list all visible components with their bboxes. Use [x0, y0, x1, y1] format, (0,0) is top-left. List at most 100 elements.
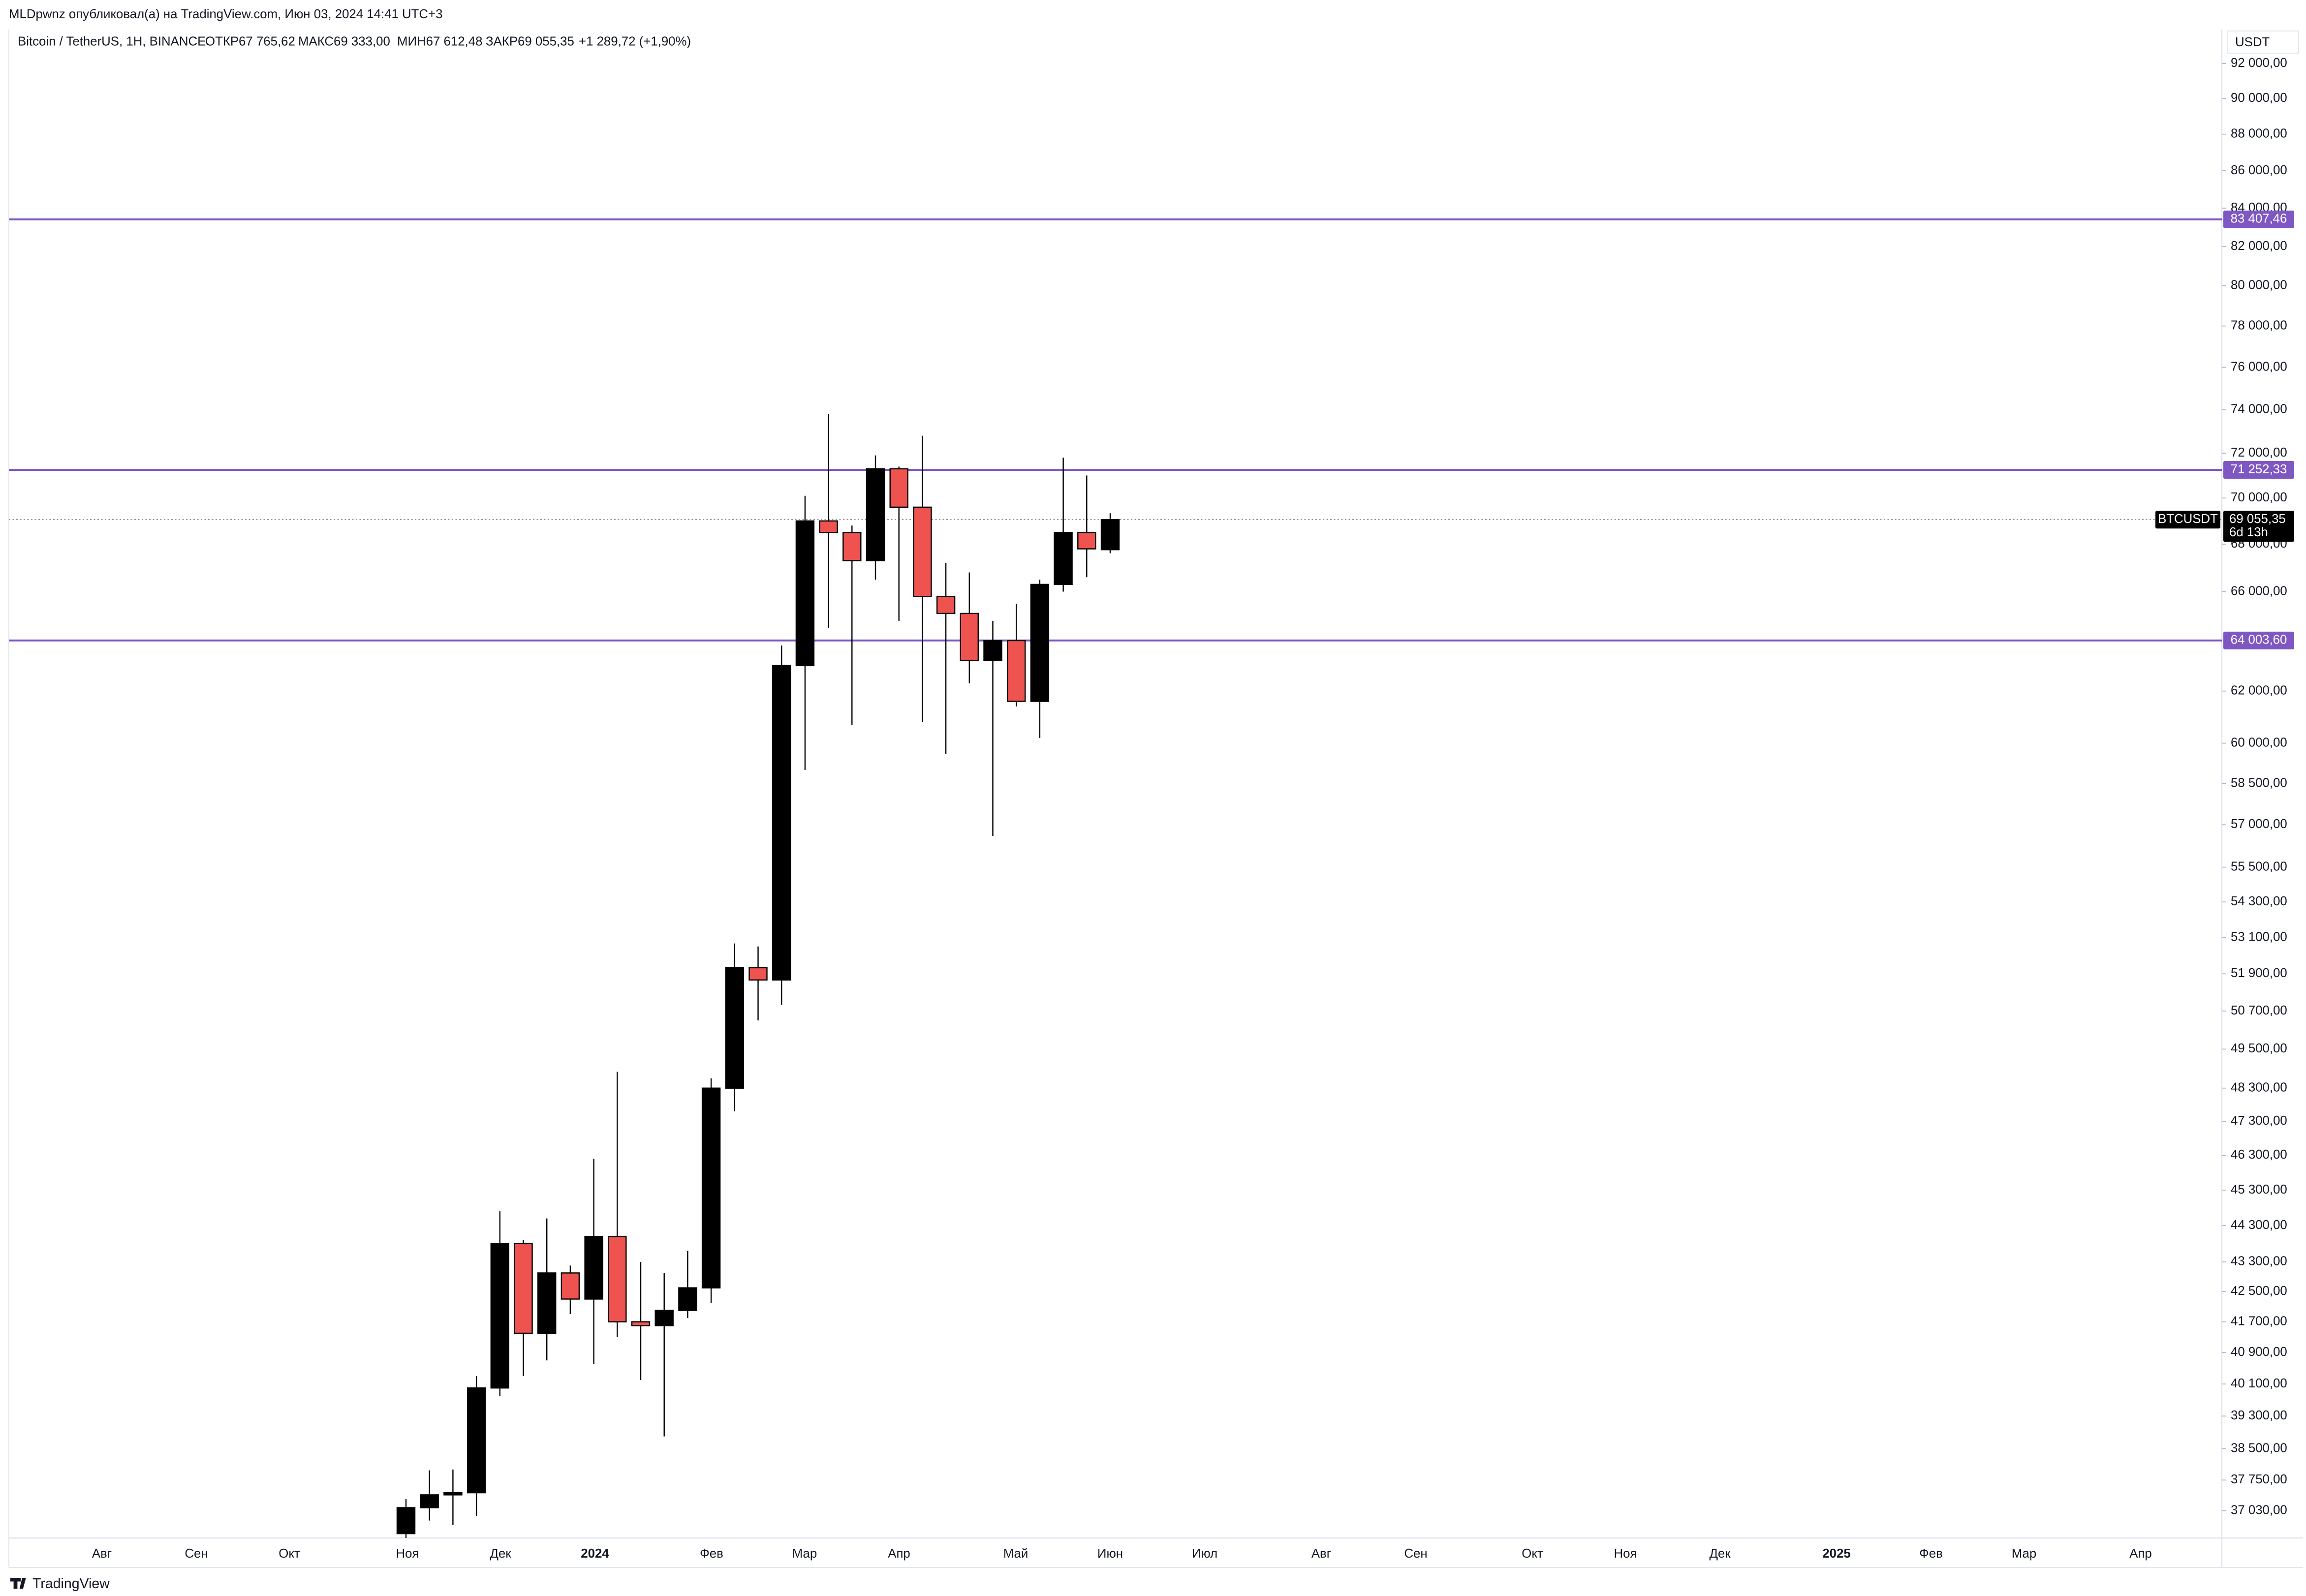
- level-label: 64 003,60: [2231, 633, 2287, 647]
- candle-body: [396, 1507, 416, 1535]
- x-tick-label: Апр: [888, 1547, 910, 1561]
- y-tick-label: 58 500,00: [2231, 776, 2287, 790]
- y-tick-label: 90 000,00: [2231, 91, 2287, 105]
- x-tick-label: Ноя: [1614, 1547, 1637, 1561]
- candle-body: [654, 1310, 674, 1326]
- x-tick-label: Сен: [185, 1547, 208, 1561]
- y-tick-label: 44 300,00: [2231, 1218, 2287, 1232]
- x-tick-label: Июл: [1192, 1547, 1217, 1561]
- y-tick-label: 38 500,00: [2231, 1442, 2287, 1455]
- level-label-bg: [2223, 631, 2294, 649]
- y-tick-label: 41 700,00: [2231, 1314, 2287, 1328]
- candle-body: [725, 967, 745, 1089]
- x-tick-label: Мар: [2012, 1547, 2036, 1561]
- y-tick-label: 39 300,00: [2231, 1409, 2287, 1422]
- y-tick-label: 82 000,00: [2231, 239, 2287, 253]
- candle-body: [420, 1494, 439, 1508]
- y-tick-label: 86 000,00: [2231, 163, 2287, 177]
- x-tick-label: Авг: [92, 1547, 112, 1561]
- candle-body: [490, 1243, 510, 1389]
- candle-body: [889, 468, 908, 508]
- y-tick-label: 40 900,00: [2231, 1345, 2287, 1359]
- candle-body: [936, 596, 956, 614]
- y-tick-label: 78 000,00: [2231, 318, 2287, 332]
- candle-body: [584, 1235, 603, 1300]
- y-tick-label: 45 300,00: [2231, 1183, 2287, 1197]
- candle-body: [631, 1321, 651, 1326]
- candle-body: [983, 640, 1002, 661]
- candle-body: [842, 532, 862, 561]
- candle-body: [1077, 532, 1096, 550]
- last-price-label-bg: [2223, 511, 2294, 542]
- y-tick-label: 80 000,00: [2231, 278, 2287, 292]
- candle-body: [608, 1235, 627, 1322]
- y-tick-label: 49 500,00: [2231, 1042, 2287, 1055]
- x-tick-label: Май: [1003, 1547, 1028, 1561]
- candle-body: [819, 520, 838, 533]
- symbol-label-bg: [2155, 511, 2220, 529]
- y-tick-label: 48 300,00: [2231, 1081, 2287, 1095]
- level-label-bg: [2223, 210, 2294, 228]
- y-tick-label: 54 300,00: [2231, 894, 2287, 908]
- published: MLDpwnz опубликовал(а) на TradingView.co…: [9, 7, 442, 21]
- x-tick-label: Окт: [1522, 1547, 1543, 1561]
- y-tick-label: 37 030,00: [2231, 1503, 2287, 1517]
- currency: USDT: [2235, 35, 2270, 49]
- x-tick-label: 2024: [581, 1547, 609, 1561]
- y-tick-label: 57 000,00: [2231, 817, 2287, 831]
- footer-logo: [10, 1578, 26, 1589]
- footer: TradingView: [32, 1576, 110, 1592]
- currency-box: [2227, 31, 2299, 54]
- last-price-label: 69 055,35: [2229, 512, 2286, 526]
- candle-body: [1030, 583, 1050, 702]
- ohlc-value: ОТКР67 765,62: [205, 34, 295, 48]
- y-tick-label: 37 750,00: [2231, 1473, 2287, 1486]
- candle-body: [467, 1387, 486, 1494]
- x-tick-label: Апр: [2129, 1547, 2152, 1561]
- y-tick-label: 42 500,00: [2231, 1284, 2287, 1298]
- candle-body: [537, 1272, 557, 1334]
- x-tick-label: Июн: [1097, 1547, 1123, 1561]
- candle-body: [1054, 532, 1073, 585]
- y-tick-label: 55 500,00: [2231, 859, 2287, 873]
- level-label-bg: [2223, 461, 2294, 479]
- y-tick-label: 53 100,00: [2231, 930, 2287, 944]
- x-tick-label: Мар: [792, 1547, 817, 1561]
- y-tick-label: 76 000,00: [2231, 360, 2287, 373]
- candle-body: [701, 1087, 721, 1289]
- candle-body: [1100, 519, 1120, 551]
- x-tick-label: Дек: [1709, 1547, 1731, 1561]
- y-tick-label: 60 000,00: [2231, 736, 2287, 749]
- candle-body: [960, 613, 979, 661]
- y-tick-label: 46 300,00: [2231, 1148, 2287, 1162]
- chart-title: Bitcoin / TetherUS, 1H, BINANCE: [18, 34, 206, 48]
- y-tick-label: 40 100,00: [2231, 1377, 2287, 1390]
- candle-body: [866, 468, 885, 561]
- plot-area: [9, 218, 2222, 1538]
- y-tick-label: 92 000,00: [2231, 56, 2287, 70]
- x-tick-label: 2025: [1822, 1547, 1850, 1561]
- symbol-label: BTCUSDT: [2158, 512, 2218, 526]
- level-label: 71 252,33: [2231, 462, 2287, 476]
- candle-body: [678, 1287, 697, 1311]
- x-tick-label: Авг: [1311, 1547, 1331, 1561]
- y-tick-label: 50 700,00: [2231, 1004, 2287, 1017]
- y-tick-label: 66 000,00: [2231, 584, 2287, 598]
- candle-body: [514, 1243, 533, 1334]
- candle-body: [795, 520, 815, 667]
- x-tick-label: Окт: [279, 1547, 300, 1561]
- y-tick-label: 43 300,00: [2231, 1255, 2287, 1268]
- ohlc-value: МИН67 612,48: [397, 34, 482, 48]
- ohlc-value: ЗАКР69 055,35: [486, 34, 574, 48]
- level-label: 83 407,46: [2231, 212, 2287, 226]
- ohlc-value: +1 289,72 (+1,90%): [579, 34, 691, 48]
- y-tick-label: 70 000,00: [2231, 491, 2287, 504]
- candle-body: [913, 506, 932, 597]
- y-tick-label: 74 000,00: [2231, 402, 2287, 416]
- x-tick-label: Фев: [700, 1547, 723, 1561]
- y-tick-label: 72 000,00: [2231, 446, 2287, 460]
- x-tick-label: Ноя: [396, 1547, 419, 1561]
- y-tick-label: 62 000,00: [2231, 683, 2287, 697]
- x-tick-label: Дек: [490, 1547, 511, 1561]
